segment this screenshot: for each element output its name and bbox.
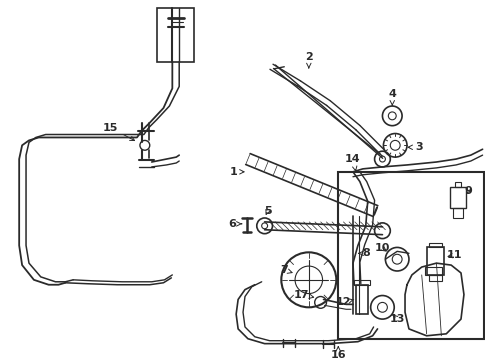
- Bar: [353, 280, 369, 285]
- Text: 8: 8: [358, 248, 369, 258]
- Bar: [355, 285, 367, 314]
- Text: 5: 5: [263, 206, 271, 216]
- Bar: [424, 267, 442, 275]
- Text: 11: 11: [446, 250, 461, 260]
- Text: 1: 1: [229, 167, 244, 177]
- Bar: [426, 247, 444, 275]
- Text: 2: 2: [305, 52, 312, 68]
- Text: 7: 7: [280, 265, 291, 275]
- Text: 10: 10: [374, 243, 389, 253]
- Text: 6: 6: [228, 219, 241, 229]
- Text: 12: 12: [335, 297, 353, 307]
- Text: 15: 15: [102, 123, 134, 140]
- Bar: [338, 172, 483, 339]
- Text: 13: 13: [388, 314, 404, 324]
- Bar: [449, 186, 465, 208]
- Bar: [454, 182, 460, 186]
- Text: 16: 16: [330, 347, 346, 360]
- Bar: [427, 243, 442, 247]
- Text: 9: 9: [463, 186, 471, 197]
- Text: 17: 17: [294, 289, 313, 300]
- Bar: [427, 275, 442, 281]
- Bar: [452, 208, 462, 218]
- Bar: [156, 8, 194, 62]
- Text: 3: 3: [407, 142, 422, 152]
- Text: 14: 14: [345, 154, 360, 171]
- Text: 4: 4: [387, 89, 395, 105]
